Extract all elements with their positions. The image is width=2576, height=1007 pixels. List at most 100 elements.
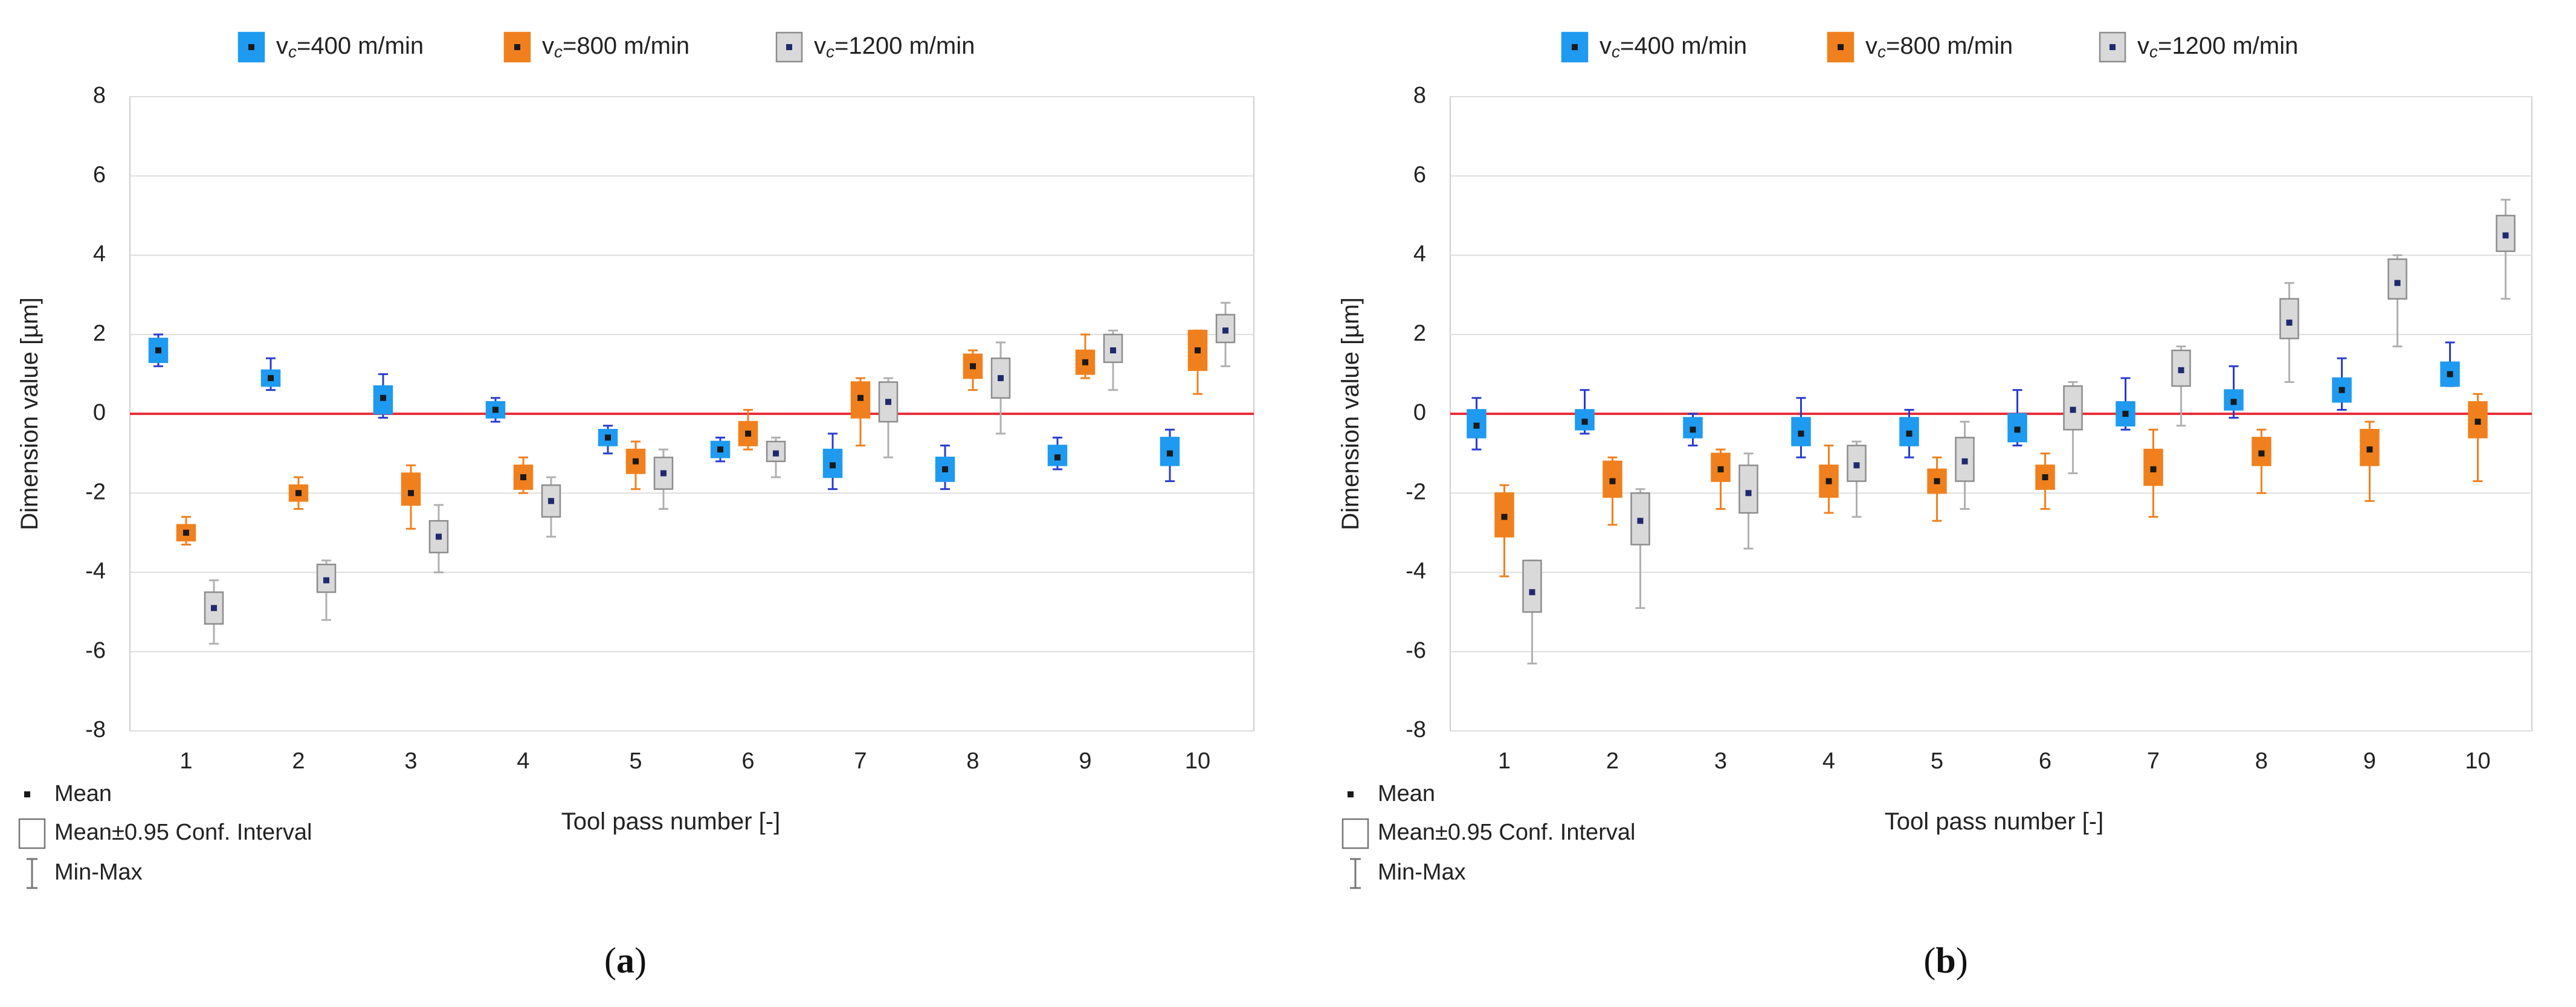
confidence-interval-box [1467, 409, 1487, 439]
legend-item-2: vc=800 m/min [1827, 31, 2013, 63]
x-tick-label: 7 [2147, 748, 2160, 774]
panel-label-open: ( [604, 941, 616, 980]
mean-marker [492, 407, 499, 413]
x-tick-label: 2 [1606, 748, 1619, 774]
x-tick-label: 2 [292, 748, 305, 774]
x-tick-label: 3 [1714, 748, 1727, 774]
mean-marker [1637, 518, 1644, 524]
mean-marker [520, 474, 526, 480]
mean-marker [830, 462, 836, 469]
x-tick-label: 8 [966, 748, 979, 774]
mean-marker [942, 466, 948, 472]
x-tick-label: 6 [2039, 748, 2051, 774]
mean-marker [548, 498, 554, 504]
legend-text: =400 m/min [1620, 33, 1747, 59]
confidence-interval-box [401, 472, 421, 506]
mean-marker [2447, 371, 2453, 378]
mean-marker [1717, 466, 1724, 472]
mean-marker [605, 434, 611, 441]
mean-marker [2286, 320, 2293, 326]
key-min-max-label: Min-Max [1378, 860, 1466, 885]
mean-marker [1690, 426, 1696, 433]
key-mean-label: Mean [54, 781, 112, 806]
y-tick-label: -8 [1406, 717, 1426, 742]
legend-item-1: vc=400 m/min [1561, 31, 1747, 63]
mean-marker [1054, 454, 1060, 461]
mean-marker [1609, 478, 1616, 484]
mean-marker [2366, 446, 2373, 453]
y-tick-label: -2 [85, 479, 106, 504]
mean-marker [717, 446, 723, 453]
confidence-interval-box [428, 520, 449, 553]
panel-label: (b) [1923, 941, 1968, 980]
mean-marker [436, 533, 442, 540]
legend-symbol: v [2137, 33, 2149, 59]
series-1 [1467, 341, 2460, 458]
y-tick-label: -4 [1406, 559, 1426, 584]
confidence-interval-box [1738, 465, 1758, 514]
key-ci-label: Mean±0.95 Conf. Interval [1378, 820, 1635, 845]
legend-text: =800 m/min [1886, 33, 2013, 59]
mean-marker [745, 430, 751, 437]
y-tick-label: 2 [93, 321, 106, 346]
y-tick-label: 0 [93, 400, 106, 425]
legend-mean-marker [2110, 44, 2116, 50]
y-tick-label: 6 [1413, 162, 1426, 187]
x-tick-label: 6 [741, 748, 754, 774]
x-axis-title: Tool pass number [-] [1885, 808, 2103, 835]
mean-marker [1222, 327, 1228, 334]
mean-marker [2178, 367, 2184, 373]
mean-marker [2042, 474, 2048, 480]
x-tick-label: 1 [179, 748, 192, 774]
mean-marker [2258, 450, 2265, 457]
legend-mean-marker [786, 44, 792, 50]
mean-marker [323, 577, 329, 584]
legend-item-2: vc=800 m/min [503, 31, 689, 63]
confidence-interval-box [2496, 214, 2516, 253]
x-tick-label: 5 [629, 748, 642, 774]
key-min-max-label: Min-Max [54, 860, 143, 885]
mean-marker [155, 347, 161, 353]
mean-marker [1581, 419, 1588, 425]
legend-symbol: v [1865, 33, 1877, 59]
panel-label: (a) [604, 941, 647, 980]
mean-marker [970, 363, 976, 370]
mean-marker [380, 394, 386, 401]
mean-marker [211, 605, 217, 611]
legend-label: vc=1200 m/min [814, 33, 975, 62]
x-tick-label: 7 [854, 748, 867, 774]
mean-marker [1082, 359, 1088, 365]
mean-marker [2122, 411, 2129, 417]
legend-subscript: c [288, 42, 297, 61]
confidence-interval-box [288, 484, 309, 502]
legend-subscript: c [554, 42, 563, 61]
y-tick-label: 4 [93, 242, 106, 267]
legend-item-3: vc=1200 m/min [775, 31, 975, 63]
y-tick-label: 6 [93, 162, 106, 187]
mean-marker [1195, 347, 1201, 353]
x-tick-label: 4 [517, 748, 529, 774]
mean-marker [998, 375, 1004, 381]
mean-marker [1934, 478, 1940, 484]
y-tick-label: -2 [1406, 479, 1426, 504]
legend-symbol: v [276, 33, 288, 59]
legend-label: vc=400 m/min [1600, 33, 1747, 62]
mean-marker [1906, 430, 1913, 437]
mean-marker [2150, 466, 2157, 472]
confidence-interval-box [176, 524, 196, 542]
key-ci-box [1341, 818, 1369, 849]
legend-item-1: vc=400 m/min [237, 31, 424, 63]
x-axis-title: Tool pass number [-] [561, 808, 780, 835]
mean-marker [1798, 430, 1804, 437]
y-tick-label: -6 [85, 638, 106, 663]
panel-label-close: ) [634, 941, 647, 980]
x-tick-label: 9 [2363, 748, 2376, 774]
y-tick-label: 0 [1413, 400, 1426, 425]
confidence-interval-box [1955, 437, 1975, 482]
mean-marker [2394, 280, 2401, 286]
key-ci-label: Mean±0.95 Conf. Interval [54, 820, 312, 845]
x-tick-label: 8 [2255, 748, 2268, 774]
